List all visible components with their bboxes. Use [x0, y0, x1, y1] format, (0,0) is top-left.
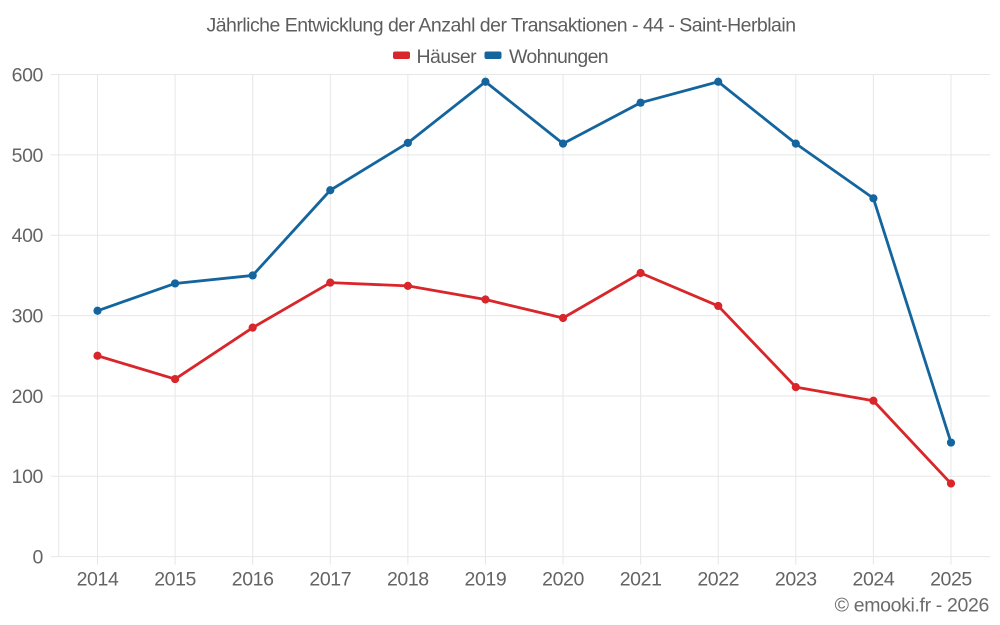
svg-text:2014: 2014 [77, 569, 119, 591]
svg-text:Jährliche Entwicklung der Anza: Jährliche Entwicklung der Anzahl der Tra… [206, 15, 795, 37]
svg-text:100: 100 [12, 466, 44, 488]
svg-text:2017: 2017 [309, 569, 351, 591]
svg-text:2024: 2024 [853, 569, 895, 591]
svg-text:2016: 2016 [232, 569, 274, 591]
svg-text:200: 200 [12, 386, 44, 408]
svg-text:2025: 2025 [930, 569, 972, 591]
svg-text:2015: 2015 [154, 569, 196, 591]
svg-text:2022: 2022 [697, 569, 739, 591]
svg-text:0: 0 [33, 547, 44, 569]
svg-text:500: 500 [12, 145, 44, 167]
svg-text:400: 400 [12, 225, 44, 247]
svg-text:2019: 2019 [465, 569, 507, 591]
svg-text:2023: 2023 [775, 569, 817, 591]
svg-text:Häuser: Häuser [417, 46, 478, 68]
svg-text:300: 300 [12, 306, 44, 328]
svg-text:2021: 2021 [620, 569, 662, 591]
svg-text:© emooki.fr - 2026: © emooki.fr - 2026 [835, 595, 989, 617]
svg-text:2020: 2020 [542, 569, 584, 591]
svg-text:Wohnungen: Wohnungen [509, 46, 608, 68]
svg-text:2018: 2018 [387, 569, 429, 591]
svg-text:600: 600 [12, 64, 44, 86]
